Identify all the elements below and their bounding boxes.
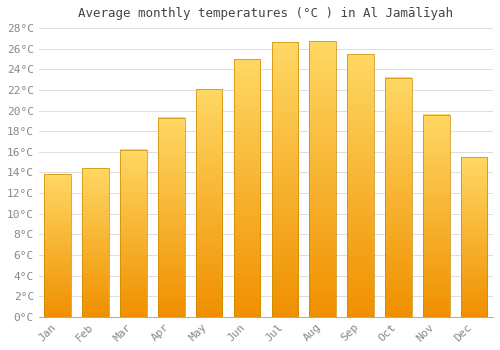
Bar (234, 59, 260, 317)
Bar (423, 115, 450, 317)
Bar (120, 150, 146, 317)
Bar (310, 41, 336, 317)
Bar (385, 78, 411, 317)
Bar (196, 89, 222, 317)
Bar (348, 54, 374, 317)
Bar (158, 118, 184, 317)
Bar (44, 175, 71, 317)
Bar (272, 42, 298, 317)
Bar (461, 157, 487, 317)
Bar (82, 168, 109, 317)
Title: Average monthly temperatures (°C ) in Al Jamālīyah: Average monthly temperatures (°C ) in Al… (78, 7, 454, 20)
